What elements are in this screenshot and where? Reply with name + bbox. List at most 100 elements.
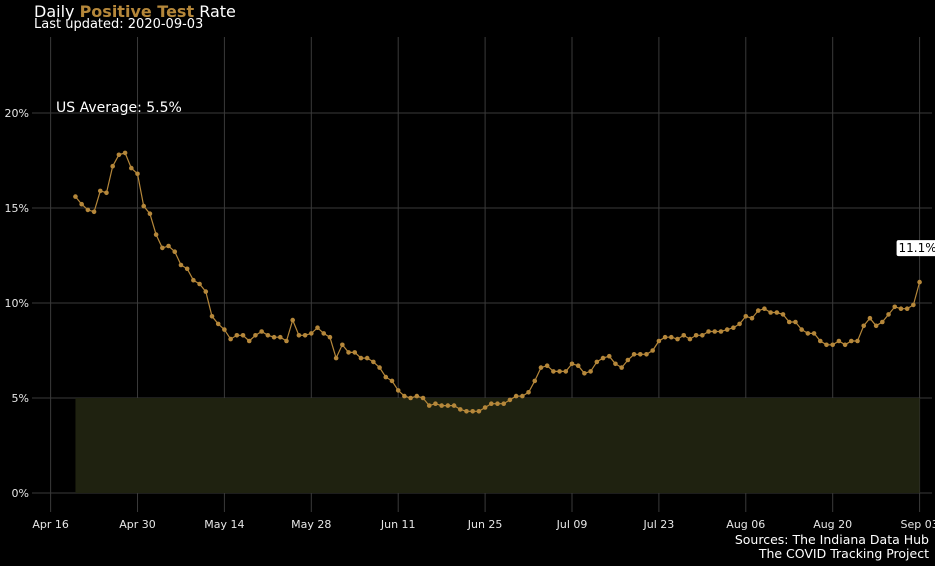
data-point (774, 310, 780, 315)
data-point (79, 201, 84, 207)
data-point (414, 393, 420, 399)
data-point (197, 281, 202, 287)
data-point (849, 338, 854, 344)
data-point (172, 249, 178, 254)
data-point (265, 333, 271, 338)
data-point (433, 401, 438, 407)
data-point (873, 323, 879, 329)
x-tick-label: Jul 23 (643, 518, 675, 531)
x-tick-label: Aug 20 (813, 518, 852, 531)
data-point (215, 321, 221, 327)
data-point (371, 359, 376, 365)
last-value-box (896, 240, 935, 257)
data-point (551, 369, 556, 374)
data-point (544, 363, 550, 369)
data-point (395, 388, 401, 393)
data-point (569, 361, 575, 367)
data-point (489, 401, 494, 407)
title-highlight: Positive Test (79, 2, 195, 21)
data-point (110, 163, 115, 169)
data-point (613, 361, 618, 367)
y-axis-ticks: 0% 5% 10% 15% 20% (5, 107, 29, 500)
series-line (74, 152, 921, 412)
data-point (600, 355, 606, 361)
data-point (141, 203, 147, 209)
data-point (191, 277, 196, 283)
data-point (805, 331, 811, 336)
data-point (222, 327, 227, 332)
x-tick-label: May 28 (291, 518, 331, 531)
data-points (73, 150, 922, 414)
data-point (439, 403, 444, 408)
data-point (842, 342, 848, 348)
data-point (253, 333, 258, 338)
data-point (588, 369, 593, 374)
data-point (898, 306, 904, 312)
data-point (302, 333, 308, 338)
data-point (693, 333, 699, 338)
data-point (904, 306, 910, 312)
data-point (135, 171, 140, 177)
data-point (700, 333, 705, 338)
last-value-label: 11.1% (899, 241, 935, 255)
data-point (97, 188, 103, 194)
data-point (321, 331, 327, 336)
sources-caption: Sources: The Indiana Data Hub The COVID … (735, 533, 929, 561)
data-point (228, 336, 233, 342)
data-point (358, 355, 364, 361)
data-point (160, 245, 165, 251)
data-point (246, 338, 252, 344)
x-tick-label: Jul 09 (556, 518, 588, 531)
data-point (122, 150, 128, 156)
data-point (426, 403, 432, 408)
data-point (327, 334, 333, 340)
data-point (749, 315, 755, 321)
data-point (855, 338, 860, 344)
data-point (464, 409, 469, 414)
data-point (277, 334, 283, 340)
x-tick-label: Apr 16 (32, 518, 69, 531)
data-point (911, 302, 916, 308)
data-point (209, 314, 215, 319)
data-point (631, 352, 637, 357)
y-tick-label: 5% (12, 392, 29, 405)
data-point (880, 319, 885, 325)
data-point (811, 331, 817, 336)
data-point (420, 395, 426, 401)
data-point (352, 350, 358, 355)
data-point (712, 329, 718, 334)
data-point (520, 393, 525, 399)
data-point (389, 378, 395, 384)
data-point (507, 397, 513, 403)
data-point (917, 279, 922, 285)
x-tick-label: Apr 30 (119, 518, 156, 531)
data-point (451, 403, 457, 408)
data-point (817, 338, 823, 344)
data-point (786, 319, 792, 325)
x-tick-label: Aug 06 (726, 518, 765, 531)
source-line-1: Sources: The Indiana Data Hub (734, 532, 929, 547)
data-point (153, 232, 159, 237)
y-tick-label: 10% (5, 297, 29, 310)
data-point (315, 325, 320, 331)
y-tick-label: 15% (5, 202, 29, 215)
data-point (799, 327, 804, 332)
data-point (470, 409, 475, 414)
data-point (762, 306, 767, 312)
x-tick-label: Jun 11 (380, 518, 416, 531)
data-point (737, 321, 742, 327)
x-axis-ticks: Apr 16 Apr 30 May 14 May 28 Jun 11 Jun 25 Jul … (32, 518, 935, 531)
data-point (482, 405, 488, 410)
data-point (830, 342, 835, 348)
x-tick-label: May 14 (204, 518, 244, 531)
data-point (637, 352, 643, 357)
data-point (669, 334, 674, 340)
data-point (743, 314, 749, 319)
data-point (284, 338, 289, 344)
data-point (377, 365, 382, 370)
data-point (718, 329, 724, 334)
threshold-band (75, 398, 920, 493)
data-point (340, 342, 345, 348)
data-point (104, 190, 109, 196)
data-point (886, 312, 891, 317)
